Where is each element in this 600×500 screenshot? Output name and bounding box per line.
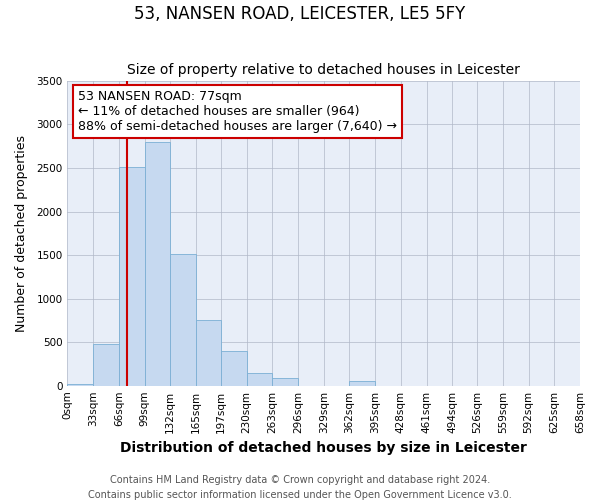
X-axis label: Distribution of detached houses by size in Leicester: Distribution of detached houses by size …	[120, 441, 527, 455]
Text: 53, NANSEN ROAD, LEICESTER, LE5 5FY: 53, NANSEN ROAD, LEICESTER, LE5 5FY	[134, 5, 466, 23]
Bar	[93, 344, 119, 386]
Bar	[247, 372, 272, 386]
Bar	[349, 381, 375, 386]
Bar	[196, 320, 221, 386]
Text: 53 NANSEN ROAD: 77sqm
← 11% of detached houses are smaller (964)
88% of semi-det: 53 NANSEN ROAD: 77sqm ← 11% of detached …	[77, 90, 397, 133]
Bar	[221, 351, 247, 386]
Bar	[119, 167, 145, 386]
Bar	[67, 384, 93, 386]
Title: Size of property relative to detached houses in Leicester: Size of property relative to detached ho…	[127, 63, 520, 77]
Bar	[170, 254, 196, 386]
Text: Contains HM Land Registry data © Crown copyright and database right 2024.
Contai: Contains HM Land Registry data © Crown c…	[88, 474, 512, 500]
Y-axis label: Number of detached properties: Number of detached properties	[15, 135, 28, 332]
Bar	[272, 378, 298, 386]
Bar	[145, 142, 170, 386]
